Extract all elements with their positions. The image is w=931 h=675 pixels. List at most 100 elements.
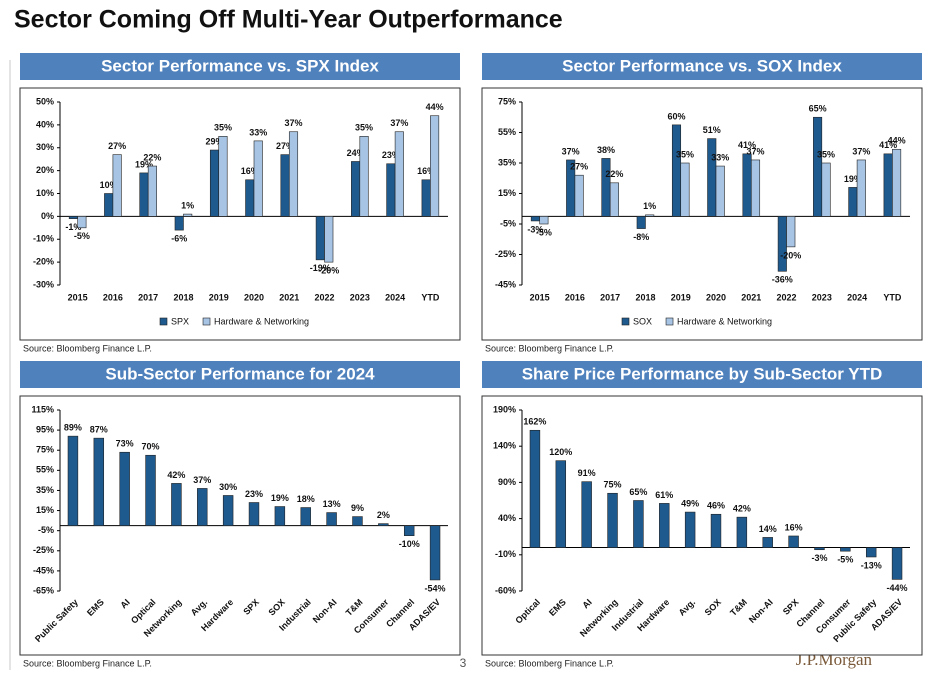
value-label: 44%: [888, 136, 906, 146]
value-label: 22%: [143, 152, 161, 162]
value-label: -3%: [527, 224, 543, 234]
panel-header: [20, 361, 460, 388]
value-label: 75%: [604, 480, 622, 490]
y-tick-label: 15%: [36, 505, 54, 515]
y-tick-label: 90%: [498, 477, 516, 487]
bar: [280, 154, 290, 217]
bar: [715, 165, 725, 217]
value-label: 13%: [323, 499, 341, 509]
value-label: -8%: [633, 232, 649, 242]
value-label: 89%: [64, 423, 82, 433]
legend-label: Hardware & Networking: [677, 316, 772, 326]
value-label: 27%: [108, 141, 126, 151]
bar: [645, 214, 655, 217]
value-label: 16%: [417, 166, 435, 176]
bar: [821, 162, 831, 217]
value-label: 27%: [570, 162, 588, 172]
bar: [840, 547, 851, 552]
bar: [386, 163, 396, 217]
x-tick-label: 2015: [530, 292, 550, 302]
bar: [539, 216, 549, 225]
bar: [742, 153, 752, 217]
y-tick-label: 40%: [36, 119, 54, 129]
value-label: 16%: [785, 522, 803, 532]
value-label: 38%: [597, 145, 615, 155]
legend-label: SOX: [633, 316, 652, 326]
x-tick-label: 2016: [565, 292, 585, 302]
legend-swatch: [159, 317, 168, 326]
x-tick-label: 2016: [103, 292, 123, 302]
bar: [77, 216, 87, 229]
bar: [253, 140, 263, 217]
value-label: 51%: [703, 125, 721, 135]
bar: [315, 216, 325, 261]
x-tick-label: 2020: [706, 292, 726, 302]
value-label: 65%: [809, 104, 827, 114]
bar: [814, 547, 825, 551]
value-label: 33%: [711, 152, 729, 162]
value-label: 42%: [733, 504, 751, 514]
value-label: 22%: [605, 169, 623, 179]
bar: [607, 492, 618, 548]
value-label: 41%: [879, 140, 897, 150]
x-tick-label: 2017: [600, 292, 620, 302]
y-tick-label: 115%: [31, 404, 54, 414]
bar: [707, 138, 717, 217]
y-tick-label: -25%: [495, 249, 516, 259]
bar: [248, 502, 260, 526]
x-tick-label: 2021: [279, 292, 299, 302]
y-tick-label: 15%: [498, 188, 516, 198]
panel-title: Share Price Performance by Sub-Sector YT…: [522, 364, 883, 383]
value-label: 37%: [746, 146, 764, 156]
value-label: 73%: [116, 439, 134, 449]
value-label: 120%: [549, 447, 572, 457]
bar: [750, 159, 761, 217]
bar: [813, 116, 823, 217]
value-label: 1%: [643, 201, 656, 211]
bar: [680, 162, 690, 217]
bar: [352, 516, 363, 526]
bar: [104, 193, 114, 217]
value-label: 24%: [347, 148, 365, 158]
chart-frame: [481, 395, 923, 656]
value-label: 19%: [271, 493, 289, 503]
y-tick-label: 95%: [36, 424, 54, 434]
y-tick-label: -5%: [38, 525, 54, 535]
y-tick-label: -25%: [33, 545, 54, 555]
value-label: 37%: [390, 118, 408, 128]
value-label: -13%: [861, 560, 882, 570]
bar: [67, 435, 79, 526]
value-label: 37%: [284, 118, 302, 128]
value-label: 35%: [355, 123, 373, 133]
x-tick-label: 2024: [847, 292, 867, 302]
value-label: -1%: [65, 222, 81, 232]
value-label: 46%: [707, 501, 725, 511]
value-label: 35%: [214, 123, 232, 133]
bar: [788, 535, 799, 548]
value-label: -5%: [837, 555, 853, 565]
value-label: -6%: [171, 233, 187, 243]
bar: [394, 131, 404, 217]
bar: [529, 429, 541, 548]
source-note: Source: Bloomberg Finance L.P.: [485, 658, 614, 668]
bar: [736, 516, 748, 548]
y-tick-label: 40%: [498, 513, 516, 523]
bar: [218, 136, 228, 217]
y-tick-label: 75%: [36, 445, 54, 455]
bar: [112, 154, 122, 217]
y-tick-label: 190%: [493, 404, 516, 414]
value-label: 27%: [276, 141, 294, 151]
bar: [324, 216, 334, 263]
y-tick-label: -60%: [495, 585, 516, 595]
bar: [601, 158, 611, 217]
bar: [139, 172, 149, 217]
x-tick-label: 2018: [635, 292, 655, 302]
bar: [555, 460, 567, 548]
bar: [710, 513, 722, 548]
value-label: 37%: [562, 146, 580, 156]
bar: [421, 179, 431, 217]
x-tick-label: 2023: [350, 292, 370, 302]
bar: [883, 153, 893, 217]
y-tick-label: 140%: [493, 441, 516, 451]
bar: [865, 547, 877, 558]
